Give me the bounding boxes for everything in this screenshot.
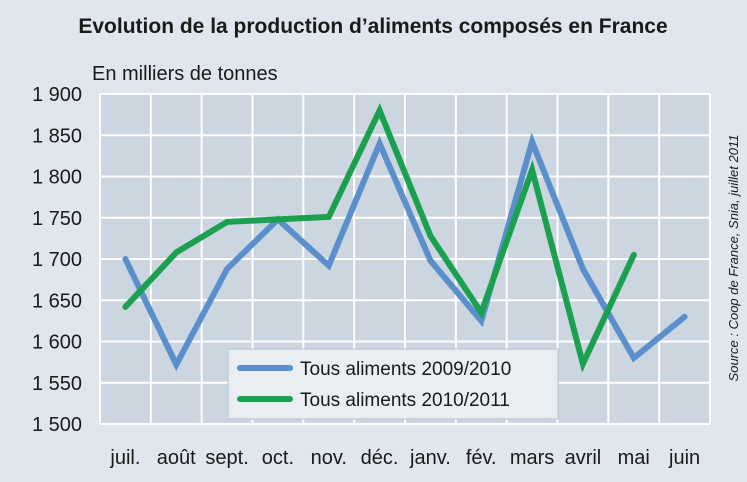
x-tick-label: janv.: [409, 447, 451, 469]
x-tick-label: fév.: [466, 447, 497, 469]
source-note: Source : Coop de France, Snia, juillet 2…: [726, 135, 741, 382]
y-tick-label: 1 850: [32, 125, 82, 147]
x-axis-ticks: juil. août sept. oct. nov. déc. janv. fév. mars a…: [109, 447, 700, 469]
chart-title: Evolution de la production d’aliments co…: [78, 15, 667, 38]
x-tick-label: sept.: [205, 447, 248, 469]
legend-box: [227, 348, 559, 420]
series-line-2: [122, 103, 637, 373]
y-tick-label: 1 750: [32, 208, 82, 230]
y-axis-ticks: 1 900 1 850 1 800 1 750 1 700 1 650 1 600 1 550…: [32, 84, 82, 436]
x-tick-label: juin: [668, 447, 700, 469]
y-axis-label: En milliers de tonnes: [92, 63, 278, 85]
x-tick-label: mai: [618, 447, 650, 469]
x-tick-label: nov.: [311, 447, 347, 469]
y-tick-label: 1 500: [32, 414, 82, 436]
x-tick-label: mars: [510, 447, 554, 469]
y-tick-label: 1 600: [32, 332, 82, 354]
legend-label-series-2: Tous aliments 2010/2011: [300, 390, 510, 411]
x-tick-label: avril: [565, 447, 602, 469]
x-tick-label: déc.: [361, 447, 399, 469]
y-tick-label: 1 550: [32, 373, 82, 395]
legend-label-series-1: Tous aliments 2009/2010: [300, 359, 511, 380]
y-tick-label: 1 800: [32, 167, 82, 189]
x-tick-label: juil.: [109, 447, 140, 469]
x-tick-label: oct.: [262, 447, 294, 469]
y-tick-label: 1 700: [32, 249, 82, 271]
series-line-1: [122, 132, 688, 372]
x-tick-label: août: [157, 447, 196, 469]
legend: Tous aliments 2009/2010 Tous aliments 20…: [227, 348, 559, 420]
y-tick-label: 1 650: [32, 290, 82, 312]
series-lines: [122, 103, 688, 373]
y-tick-label: 1 900: [32, 84, 82, 106]
